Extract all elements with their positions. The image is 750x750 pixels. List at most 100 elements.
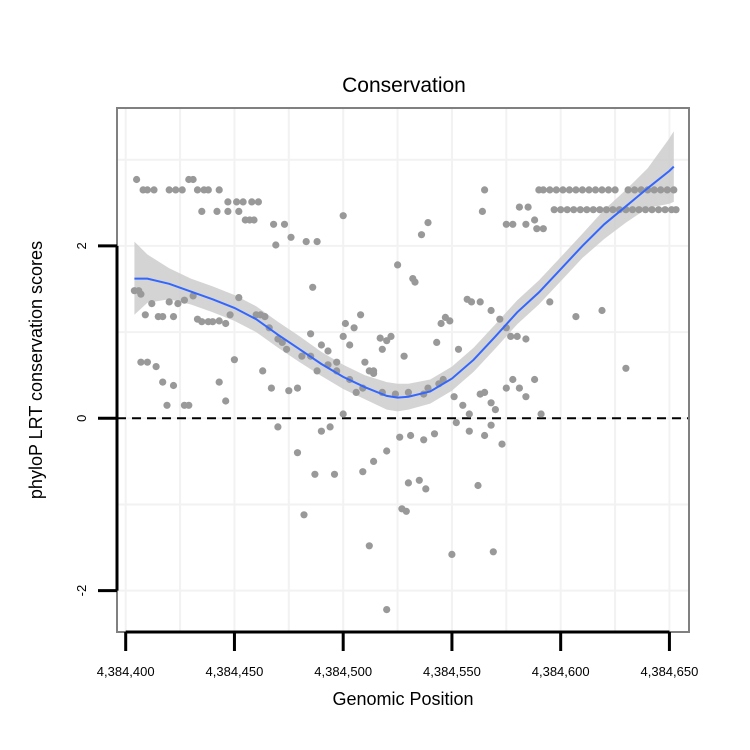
data-point bbox=[509, 220, 517, 228]
data-point bbox=[546, 186, 554, 194]
data-point bbox=[430, 430, 439, 438]
x-tick-label: 4,384,500 bbox=[314, 664, 372, 679]
data-point bbox=[404, 479, 412, 487]
data-point bbox=[572, 186, 580, 194]
data-point bbox=[222, 397, 230, 405]
data-point bbox=[661, 206, 669, 214]
data-point bbox=[285, 387, 293, 395]
data-point bbox=[572, 313, 580, 321]
data-point bbox=[539, 186, 547, 194]
data-point bbox=[189, 292, 197, 300]
data-point bbox=[339, 212, 347, 220]
x-tick-label: 4,384,400 bbox=[97, 664, 155, 679]
data-point bbox=[437, 319, 445, 328]
data-point bbox=[215, 317, 223, 325]
data-point bbox=[655, 206, 663, 214]
data-point bbox=[513, 332, 521, 340]
data-point bbox=[350, 324, 358, 332]
x-axis: 4,384,400 4,384,450 4,384,500 4,384,550 4,38… bbox=[97, 630, 699, 679]
data-point bbox=[424, 219, 432, 227]
data-point bbox=[133, 175, 141, 184]
data-point bbox=[394, 261, 402, 269]
data-point bbox=[148, 300, 156, 308]
data-point bbox=[178, 186, 186, 194]
data-point bbox=[657, 186, 665, 194]
data-point bbox=[487, 399, 495, 407]
data-point bbox=[578, 186, 587, 194]
data-point bbox=[165, 298, 173, 306]
x-tick-label: 4,384,600 bbox=[532, 664, 590, 679]
data-point bbox=[411, 278, 419, 286]
data-point bbox=[672, 206, 680, 214]
data-point bbox=[522, 220, 530, 228]
data-point bbox=[300, 511, 308, 519]
data-point bbox=[378, 345, 386, 353]
data-point bbox=[631, 186, 639, 194]
data-point bbox=[361, 358, 369, 366]
data-point bbox=[143, 186, 151, 194]
data-point bbox=[150, 186, 158, 194]
data-point bbox=[648, 206, 656, 214]
data-point bbox=[383, 606, 391, 614]
data-point bbox=[531, 216, 539, 224]
data-point bbox=[330, 470, 339, 478]
data-point bbox=[280, 220, 289, 228]
data-point bbox=[465, 427, 473, 435]
data-point bbox=[524, 203, 532, 211]
data-point bbox=[339, 332, 347, 340]
data-point bbox=[311, 470, 319, 478]
data-point bbox=[402, 507, 410, 515]
plot-panel bbox=[116, 107, 690, 633]
data-point bbox=[454, 345, 463, 353]
confidence-band bbox=[134, 131, 674, 412]
data-point bbox=[159, 378, 167, 386]
data-point bbox=[417, 231, 426, 239]
data-point bbox=[313, 367, 321, 375]
data-point bbox=[215, 378, 223, 386]
data-point bbox=[267, 384, 275, 392]
data-point bbox=[376, 334, 384, 342]
data-point bbox=[522, 335, 530, 343]
data-point bbox=[169, 381, 178, 390]
data-point bbox=[522, 393, 530, 401]
data-point bbox=[259, 367, 267, 375]
scatter-points bbox=[130, 175, 680, 614]
data-point bbox=[193, 186, 202, 194]
data-point bbox=[498, 440, 506, 448]
data-point bbox=[476, 298, 484, 306]
data-point bbox=[261, 313, 269, 321]
smooth-line-layer bbox=[134, 165, 675, 399]
data-point bbox=[474, 481, 482, 490]
data-point bbox=[230, 356, 238, 364]
data-point bbox=[137, 290, 145, 298]
data-point bbox=[465, 410, 473, 418]
data-point bbox=[213, 207, 221, 215]
loess-fit-line bbox=[134, 165, 675, 399]
data-point bbox=[502, 384, 510, 392]
data-point bbox=[609, 206, 617, 214]
x-tick-label: 4,384,650 bbox=[641, 664, 699, 679]
data-point bbox=[341, 319, 349, 328]
data-point bbox=[533, 225, 541, 233]
data-point bbox=[400, 352, 408, 360]
data-point bbox=[420, 436, 428, 444]
data-point bbox=[239, 198, 247, 206]
data-point bbox=[283, 345, 291, 353]
data-point bbox=[448, 550, 456, 559]
y-tick-label: 0 bbox=[74, 415, 89, 422]
data-point bbox=[446, 317, 454, 325]
data-point bbox=[313, 238, 321, 246]
data-point bbox=[339, 410, 347, 418]
data-point bbox=[169, 313, 178, 321]
data-point bbox=[180, 296, 188, 304]
data-point bbox=[185, 401, 193, 409]
data-point bbox=[198, 318, 206, 326]
data-point bbox=[641, 206, 650, 214]
data-point bbox=[509, 375, 517, 384]
y-tick-label: -2 bbox=[74, 585, 89, 597]
data-point bbox=[415, 476, 423, 484]
data-point bbox=[663, 186, 671, 194]
data-point bbox=[204, 186, 212, 194]
data-point bbox=[481, 186, 489, 194]
data-point bbox=[650, 186, 658, 194]
